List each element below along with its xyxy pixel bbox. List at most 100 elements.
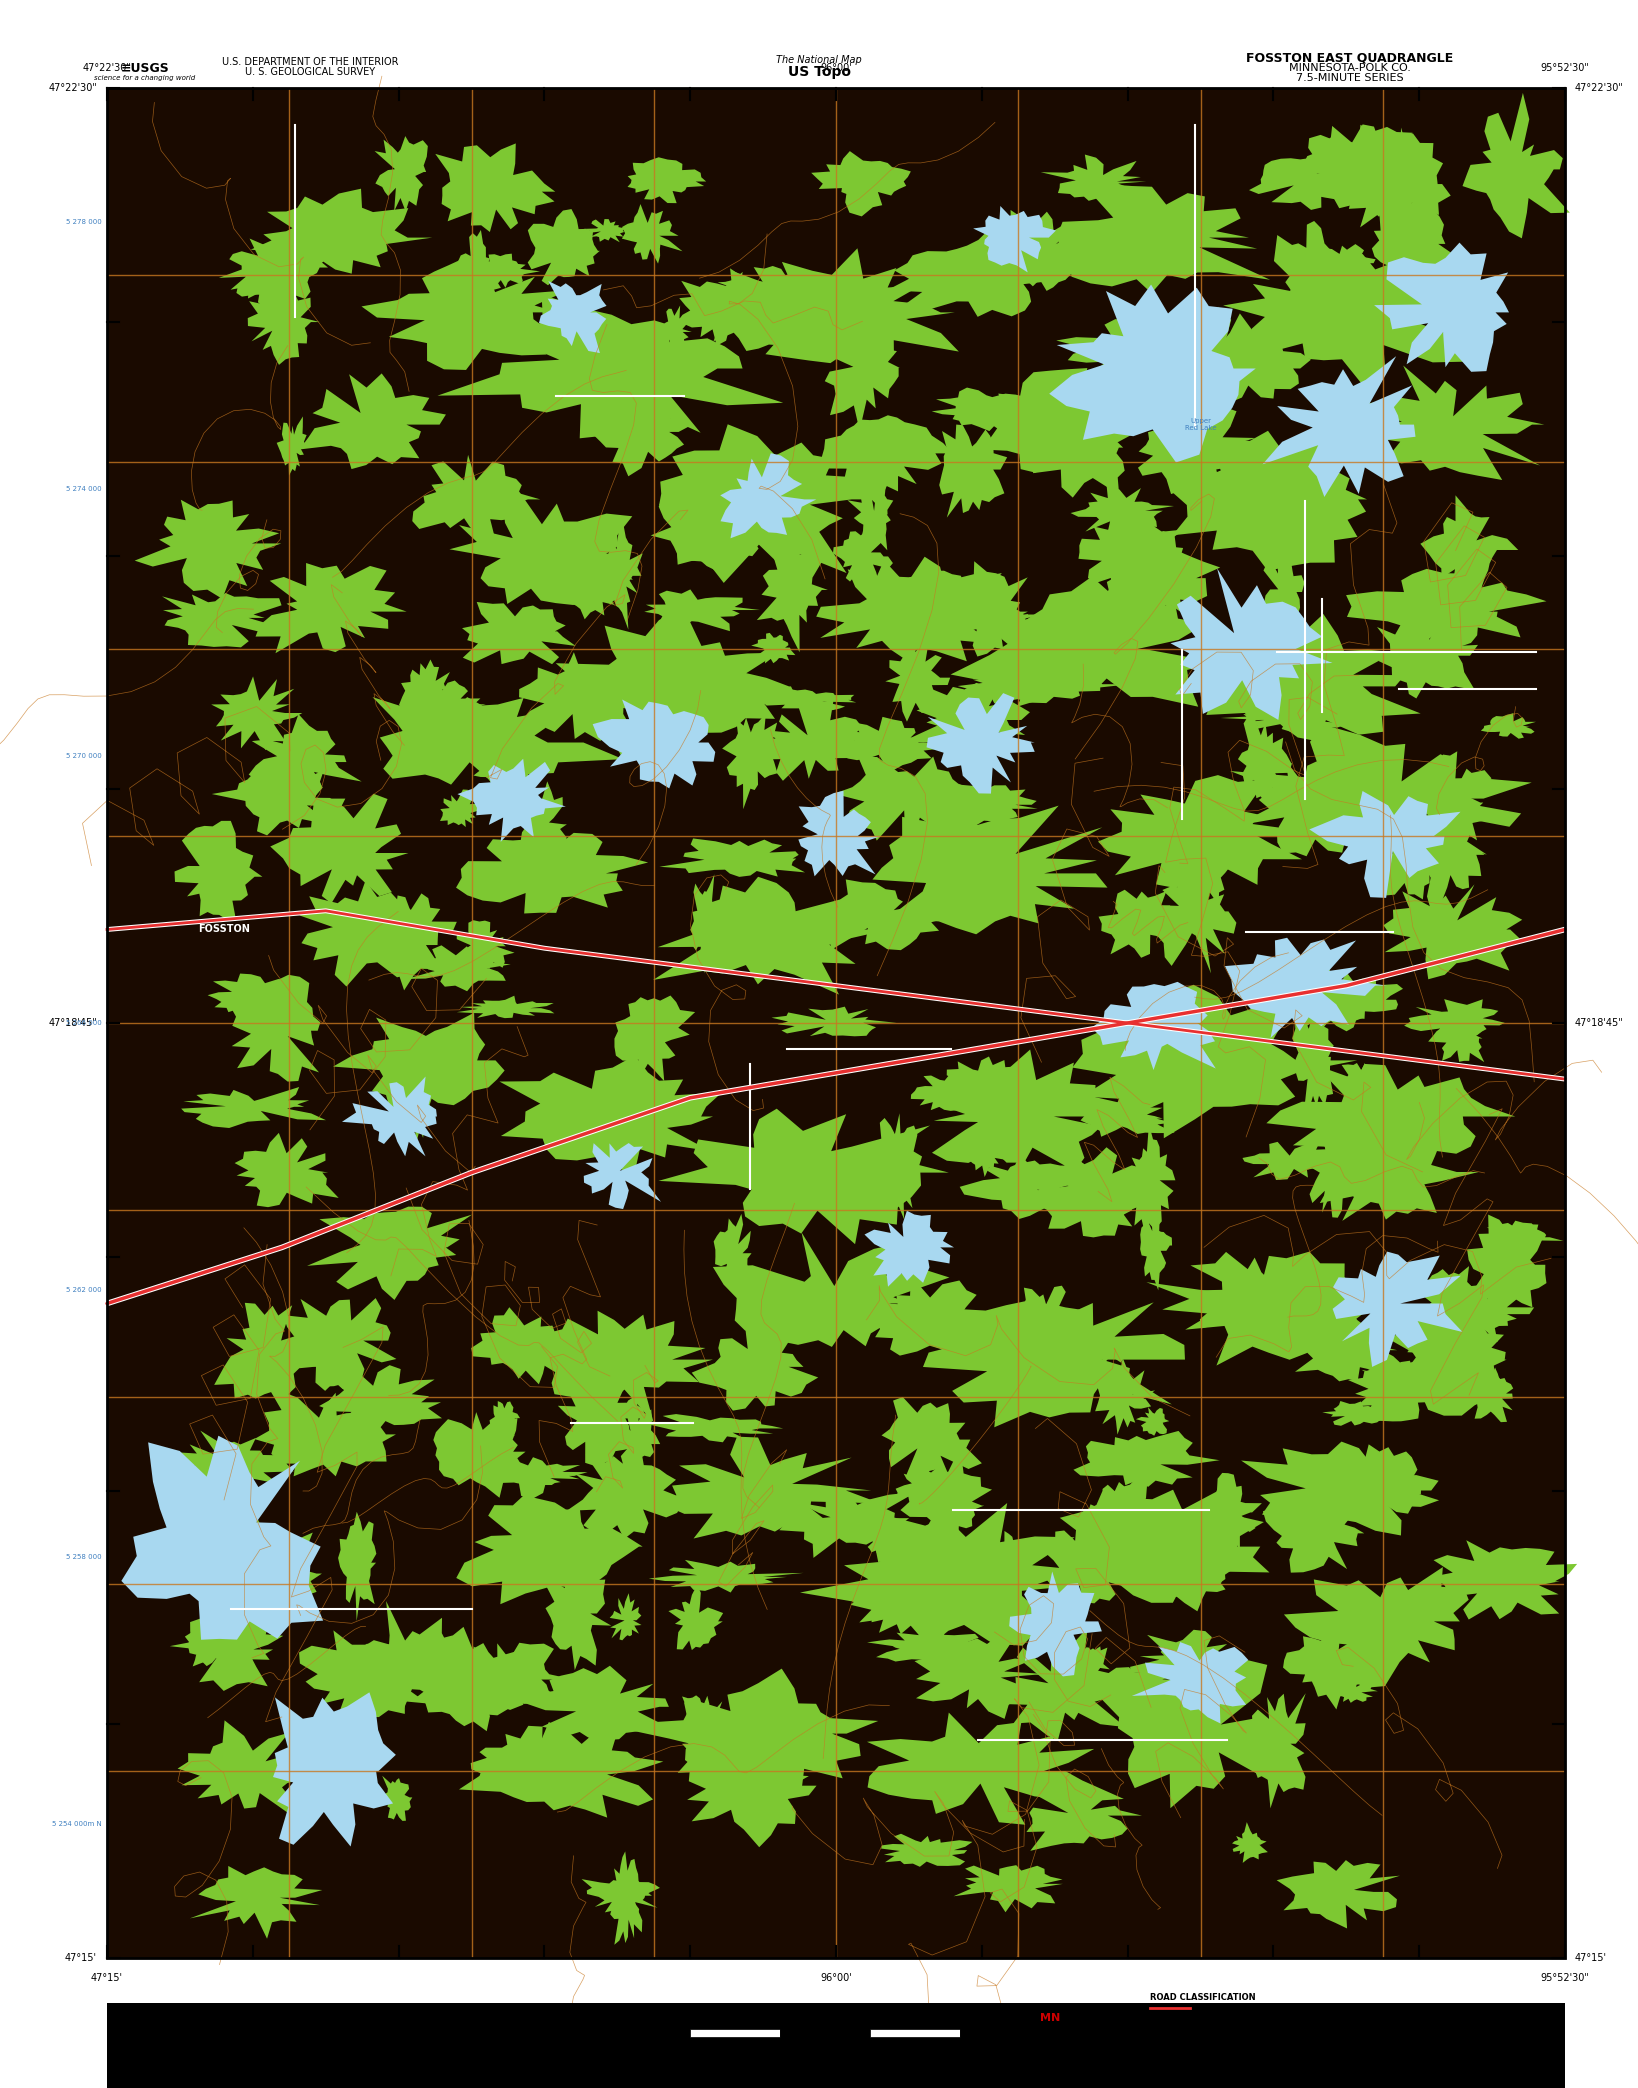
Polygon shape bbox=[333, 1013, 505, 1109]
Polygon shape bbox=[175, 821, 262, 921]
Polygon shape bbox=[668, 1437, 880, 1539]
Polygon shape bbox=[867, 1633, 989, 1666]
Polygon shape bbox=[930, 1050, 1125, 1171]
Polygon shape bbox=[867, 1712, 1124, 1825]
Bar bbox=[600, 2030, 690, 2038]
Polygon shape bbox=[1073, 1430, 1220, 1487]
Polygon shape bbox=[850, 1560, 975, 1641]
Polygon shape bbox=[611, 1852, 644, 1944]
Polygon shape bbox=[826, 324, 899, 430]
Polygon shape bbox=[1278, 969, 1382, 1031]
Polygon shape bbox=[1057, 319, 1207, 380]
Polygon shape bbox=[472, 1307, 575, 1384]
Polygon shape bbox=[457, 996, 554, 1019]
Polygon shape bbox=[1140, 1201, 1173, 1290]
Polygon shape bbox=[1335, 1445, 1422, 1514]
Polygon shape bbox=[1378, 610, 1477, 699]
Polygon shape bbox=[735, 1693, 816, 1792]
Polygon shape bbox=[436, 144, 555, 232]
Polygon shape bbox=[1011, 399, 1127, 497]
Polygon shape bbox=[821, 416, 953, 505]
Polygon shape bbox=[121, 1437, 323, 1639]
Polygon shape bbox=[1468, 1368, 1514, 1422]
Polygon shape bbox=[935, 783, 1038, 829]
Polygon shape bbox=[606, 1668, 878, 1802]
Polygon shape bbox=[519, 651, 652, 741]
Polygon shape bbox=[470, 1727, 586, 1787]
Polygon shape bbox=[1204, 1472, 1261, 1551]
Polygon shape bbox=[277, 416, 313, 476]
Polygon shape bbox=[1143, 1547, 1232, 1612]
Bar bbox=[106, 88, 1564, 1959]
Text: 47°15': 47°15' bbox=[92, 1973, 123, 1984]
Polygon shape bbox=[559, 1384, 645, 1466]
Text: FOSSTON EAST QUADRANGLE: FOSSTON EAST QUADRANGLE bbox=[1247, 52, 1453, 65]
Polygon shape bbox=[1173, 430, 1368, 570]
Polygon shape bbox=[1322, 1401, 1392, 1426]
Polygon shape bbox=[614, 996, 695, 1082]
Polygon shape bbox=[627, 157, 706, 203]
Polygon shape bbox=[462, 1643, 573, 1716]
Polygon shape bbox=[958, 666, 1130, 704]
Polygon shape bbox=[455, 833, 649, 912]
Polygon shape bbox=[1106, 530, 1220, 637]
Text: U.S. DEPARTMENT OF THE INTERIOR: U.S. DEPARTMENT OF THE INTERIOR bbox=[221, 56, 398, 67]
Polygon shape bbox=[527, 209, 600, 286]
Polygon shape bbox=[1296, 1309, 1404, 1382]
Polygon shape bbox=[1206, 614, 1420, 741]
Polygon shape bbox=[1081, 1098, 1174, 1136]
Polygon shape bbox=[1224, 236, 1474, 393]
Polygon shape bbox=[1027, 1785, 1142, 1850]
Polygon shape bbox=[190, 1867, 323, 1940]
Polygon shape bbox=[1348, 1361, 1440, 1422]
Polygon shape bbox=[583, 1142, 662, 1209]
Polygon shape bbox=[1371, 127, 1433, 209]
Polygon shape bbox=[1042, 1485, 1269, 1604]
Polygon shape bbox=[185, 1608, 251, 1666]
Polygon shape bbox=[1119, 1006, 1186, 1105]
Polygon shape bbox=[763, 689, 857, 710]
Polygon shape bbox=[170, 1612, 283, 1691]
Polygon shape bbox=[1263, 1493, 1364, 1572]
Polygon shape bbox=[1333, 1251, 1463, 1368]
Polygon shape bbox=[1405, 1328, 1497, 1353]
Polygon shape bbox=[219, 238, 328, 301]
Polygon shape bbox=[1481, 714, 1536, 739]
Polygon shape bbox=[1284, 1568, 1469, 1687]
Polygon shape bbox=[713, 1232, 950, 1347]
Polygon shape bbox=[437, 294, 783, 438]
Polygon shape bbox=[619, 1391, 660, 1493]
Polygon shape bbox=[1314, 244, 1376, 286]
Polygon shape bbox=[660, 839, 804, 877]
Polygon shape bbox=[654, 877, 889, 994]
Text: 5 258 000: 5 258 000 bbox=[67, 1553, 102, 1560]
Polygon shape bbox=[372, 697, 622, 802]
Polygon shape bbox=[885, 639, 950, 722]
Polygon shape bbox=[1050, 284, 1256, 461]
Text: 47°15': 47°15' bbox=[1576, 1952, 1607, 1963]
Polygon shape bbox=[1117, 1522, 1194, 1579]
Polygon shape bbox=[1373, 196, 1456, 296]
Polygon shape bbox=[685, 1695, 722, 1777]
Polygon shape bbox=[1353, 365, 1545, 480]
Polygon shape bbox=[457, 230, 501, 324]
Text: U. S. GEOLOGICAL SURVEY: U. S. GEOLOGICAL SURVEY bbox=[246, 67, 375, 77]
Polygon shape bbox=[1287, 125, 1427, 194]
Polygon shape bbox=[457, 758, 565, 841]
Text: US Topo: US Topo bbox=[788, 65, 850, 79]
Text: ROAD CLASSIFICATION: ROAD CLASSIFICATION bbox=[1150, 1994, 1256, 2002]
Polygon shape bbox=[162, 593, 282, 647]
Polygon shape bbox=[1232, 1823, 1268, 1862]
Polygon shape bbox=[1130, 1631, 1240, 1687]
Polygon shape bbox=[595, 397, 693, 476]
Polygon shape bbox=[1135, 1407, 1170, 1437]
Polygon shape bbox=[812, 879, 955, 950]
Polygon shape bbox=[691, 1320, 819, 1411]
Polygon shape bbox=[1071, 484, 1174, 537]
Polygon shape bbox=[441, 789, 477, 827]
Polygon shape bbox=[1225, 938, 1387, 1038]
Polygon shape bbox=[459, 1718, 663, 1819]
Polygon shape bbox=[1337, 132, 1451, 236]
Polygon shape bbox=[500, 1057, 722, 1176]
Polygon shape bbox=[236, 265, 306, 313]
